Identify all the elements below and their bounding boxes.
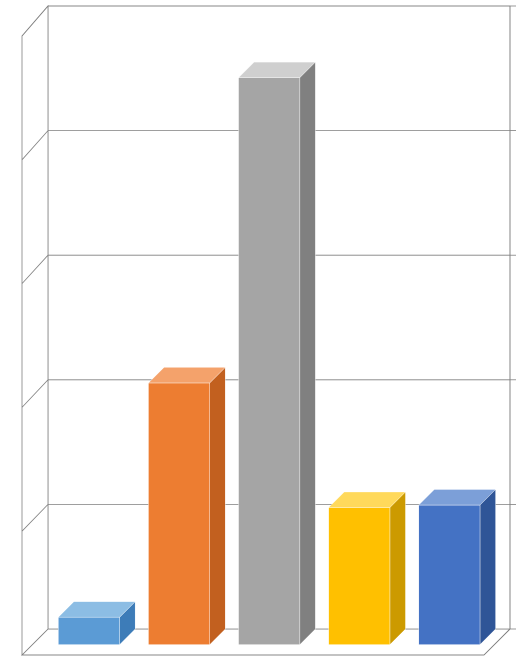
bar [148, 367, 225, 644]
bar [419, 489, 496, 644]
bar [58, 602, 135, 645]
bar [239, 62, 316, 645]
bar-chart-3d [0, 0, 522, 669]
bar [329, 492, 406, 645]
